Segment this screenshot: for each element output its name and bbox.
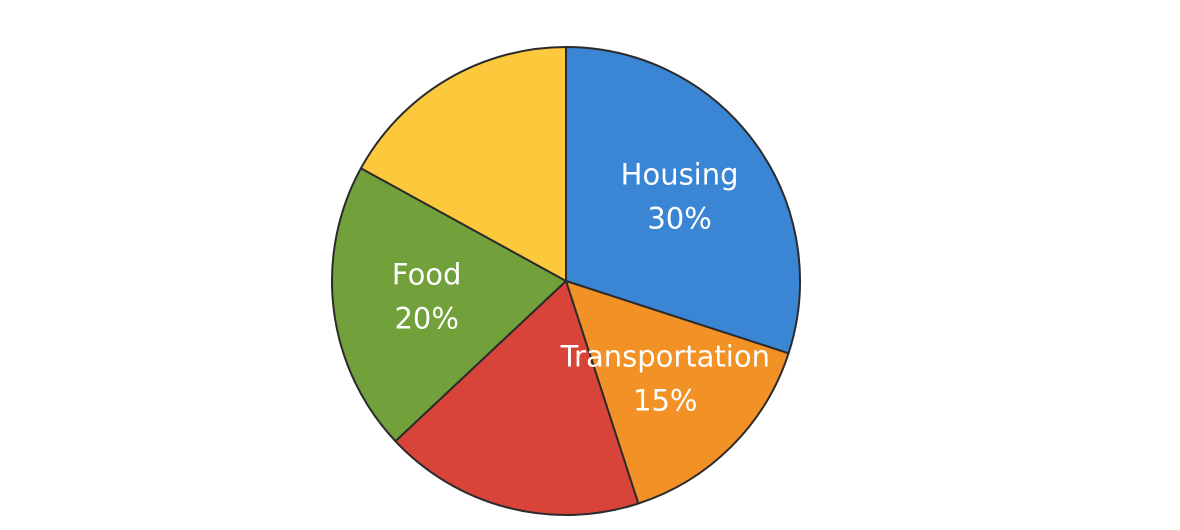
slice-label: Food [392, 258, 462, 292]
slice-label: Transportation [560, 339, 770, 373]
pie-slice [565, 46, 801, 355]
slice-value-label: 15% [633, 383, 697, 417]
pie-slice [331, 167, 567, 443]
slice-value-label: 30% [647, 201, 711, 235]
slice-value-label: 20% [394, 302, 458, 336]
pie-slice [565, 280, 790, 505]
pie-slice [394, 280, 640, 516]
pie-slice [359, 46, 567, 282]
slice-label: Housing [621, 157, 739, 191]
